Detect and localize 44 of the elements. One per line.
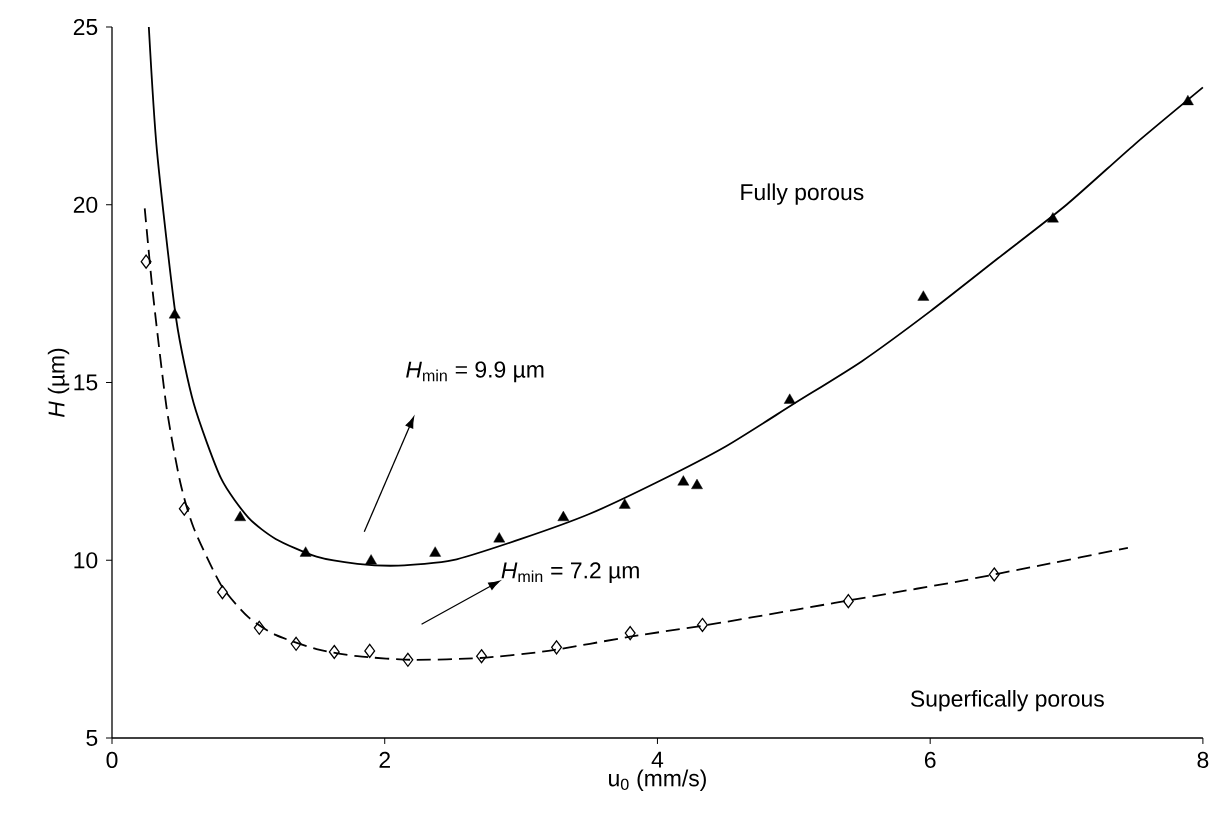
point	[691, 478, 703, 490]
y-tick-label: 20	[73, 196, 98, 213]
point	[551, 640, 563, 655]
point	[493, 532, 506, 543]
point	[917, 290, 930, 301]
point	[696, 617, 708, 633]
point	[234, 510, 246, 522]
point	[290, 636, 302, 651]
y-tick-label: 10	[74, 552, 98, 569]
point	[618, 498, 631, 509]
point	[783, 393, 796, 404]
point	[365, 554, 377, 565]
point	[1182, 94, 1194, 106]
point	[677, 475, 690, 486]
point	[1047, 212, 1059, 223]
y-tick-label: 25	[73, 18, 98, 36]
point	[402, 652, 414, 667]
annotation: H$_{min}$ = 9.9 µm	[406, 361, 544, 383]
point	[299, 546, 312, 557]
x-tick-label: 4	[651, 751, 664, 768]
annotation: Fully porous	[741, 183, 864, 205]
x-tick-label: 2	[379, 751, 390, 768]
point	[364, 643, 376, 659]
point	[253, 620, 265, 635]
point	[842, 594, 854, 609]
point	[624, 626, 636, 641]
x-tick-label: 0	[106, 751, 118, 769]
point	[476, 649, 488, 664]
point	[988, 567, 1000, 582]
annotation: Superfically porous	[910, 689, 1104, 712]
y-axis-title: H (µm)	[47, 348, 70, 418]
y-tick-label: 5	[86, 730, 98, 746]
point	[140, 254, 152, 269]
point	[429, 546, 441, 557]
y-tick-label: 15	[74, 374, 98, 391]
x-axis-title: u$_{0}$ (mm/s)	[609, 769, 706, 791]
point	[216, 585, 228, 600]
x-tick-label: 6	[924, 751, 936, 769]
point	[557, 510, 570, 522]
point	[168, 308, 181, 319]
annotation: H$_{min}$ = 7.2 µm	[501, 562, 639, 584]
point	[328, 644, 340, 660]
point	[178, 501, 190, 516]
x-tick-label: 8	[1197, 751, 1209, 769]
